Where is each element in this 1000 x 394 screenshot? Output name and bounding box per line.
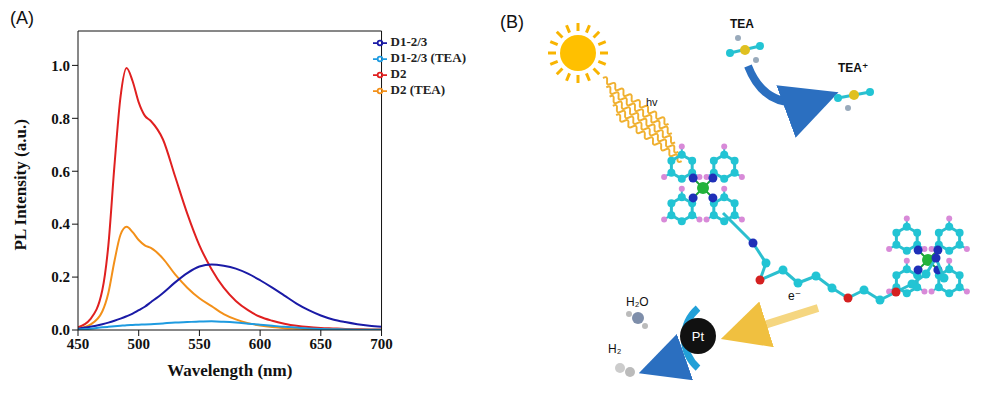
svg-text:H₂O: H₂O (626, 295, 649, 309)
svg-text:e⁻: e⁻ (788, 289, 801, 303)
svg-text:650: 650 (310, 336, 333, 352)
svg-text:hv: hv (646, 96, 658, 108)
svg-text:700: 700 (370, 336, 393, 352)
svg-text:0.2: 0.2 (51, 269, 70, 285)
html-text:(A): (A) (10, 8, 34, 28)
svg-text:(B): (B) (500, 12, 524, 32)
svg-text:H₂: H₂ (608, 342, 622, 356)
svg-text:TEA⁺: TEA⁺ (838, 61, 868, 75)
svg-text:0.6: 0.6 (51, 164, 70, 180)
html-text:D2: D2 (390, 66, 407, 81)
svg-text:1.0: 1.0 (51, 58, 70, 74)
svg-text:500: 500 (127, 336, 150, 352)
svg-text:0.0: 0.0 (51, 322, 70, 338)
html-text:D2 (TEA): D2 (TEA) (390, 82, 446, 97)
svg-text:PL Intensity (a.u.): PL Intensity (a.u.) (11, 119, 30, 250)
svg-text:TEA: TEA (730, 17, 754, 31)
svg-text:600: 600 (249, 336, 272, 352)
svg-text:Wavelength (nm): Wavelength (nm) (167, 361, 292, 380)
svg-text:0.4: 0.4 (51, 216, 70, 232)
svg-text:550: 550 (188, 336, 211, 352)
html-text:D1-2/3 (TEA): D1-2/3 (TEA) (390, 50, 466, 65)
svg-text:0.8: 0.8 (51, 111, 70, 127)
svg-text:Pt: Pt (692, 329, 705, 344)
html-text:D1-2/3: D1-2/3 (390, 34, 428, 49)
svg-text:450: 450 (67, 336, 90, 352)
